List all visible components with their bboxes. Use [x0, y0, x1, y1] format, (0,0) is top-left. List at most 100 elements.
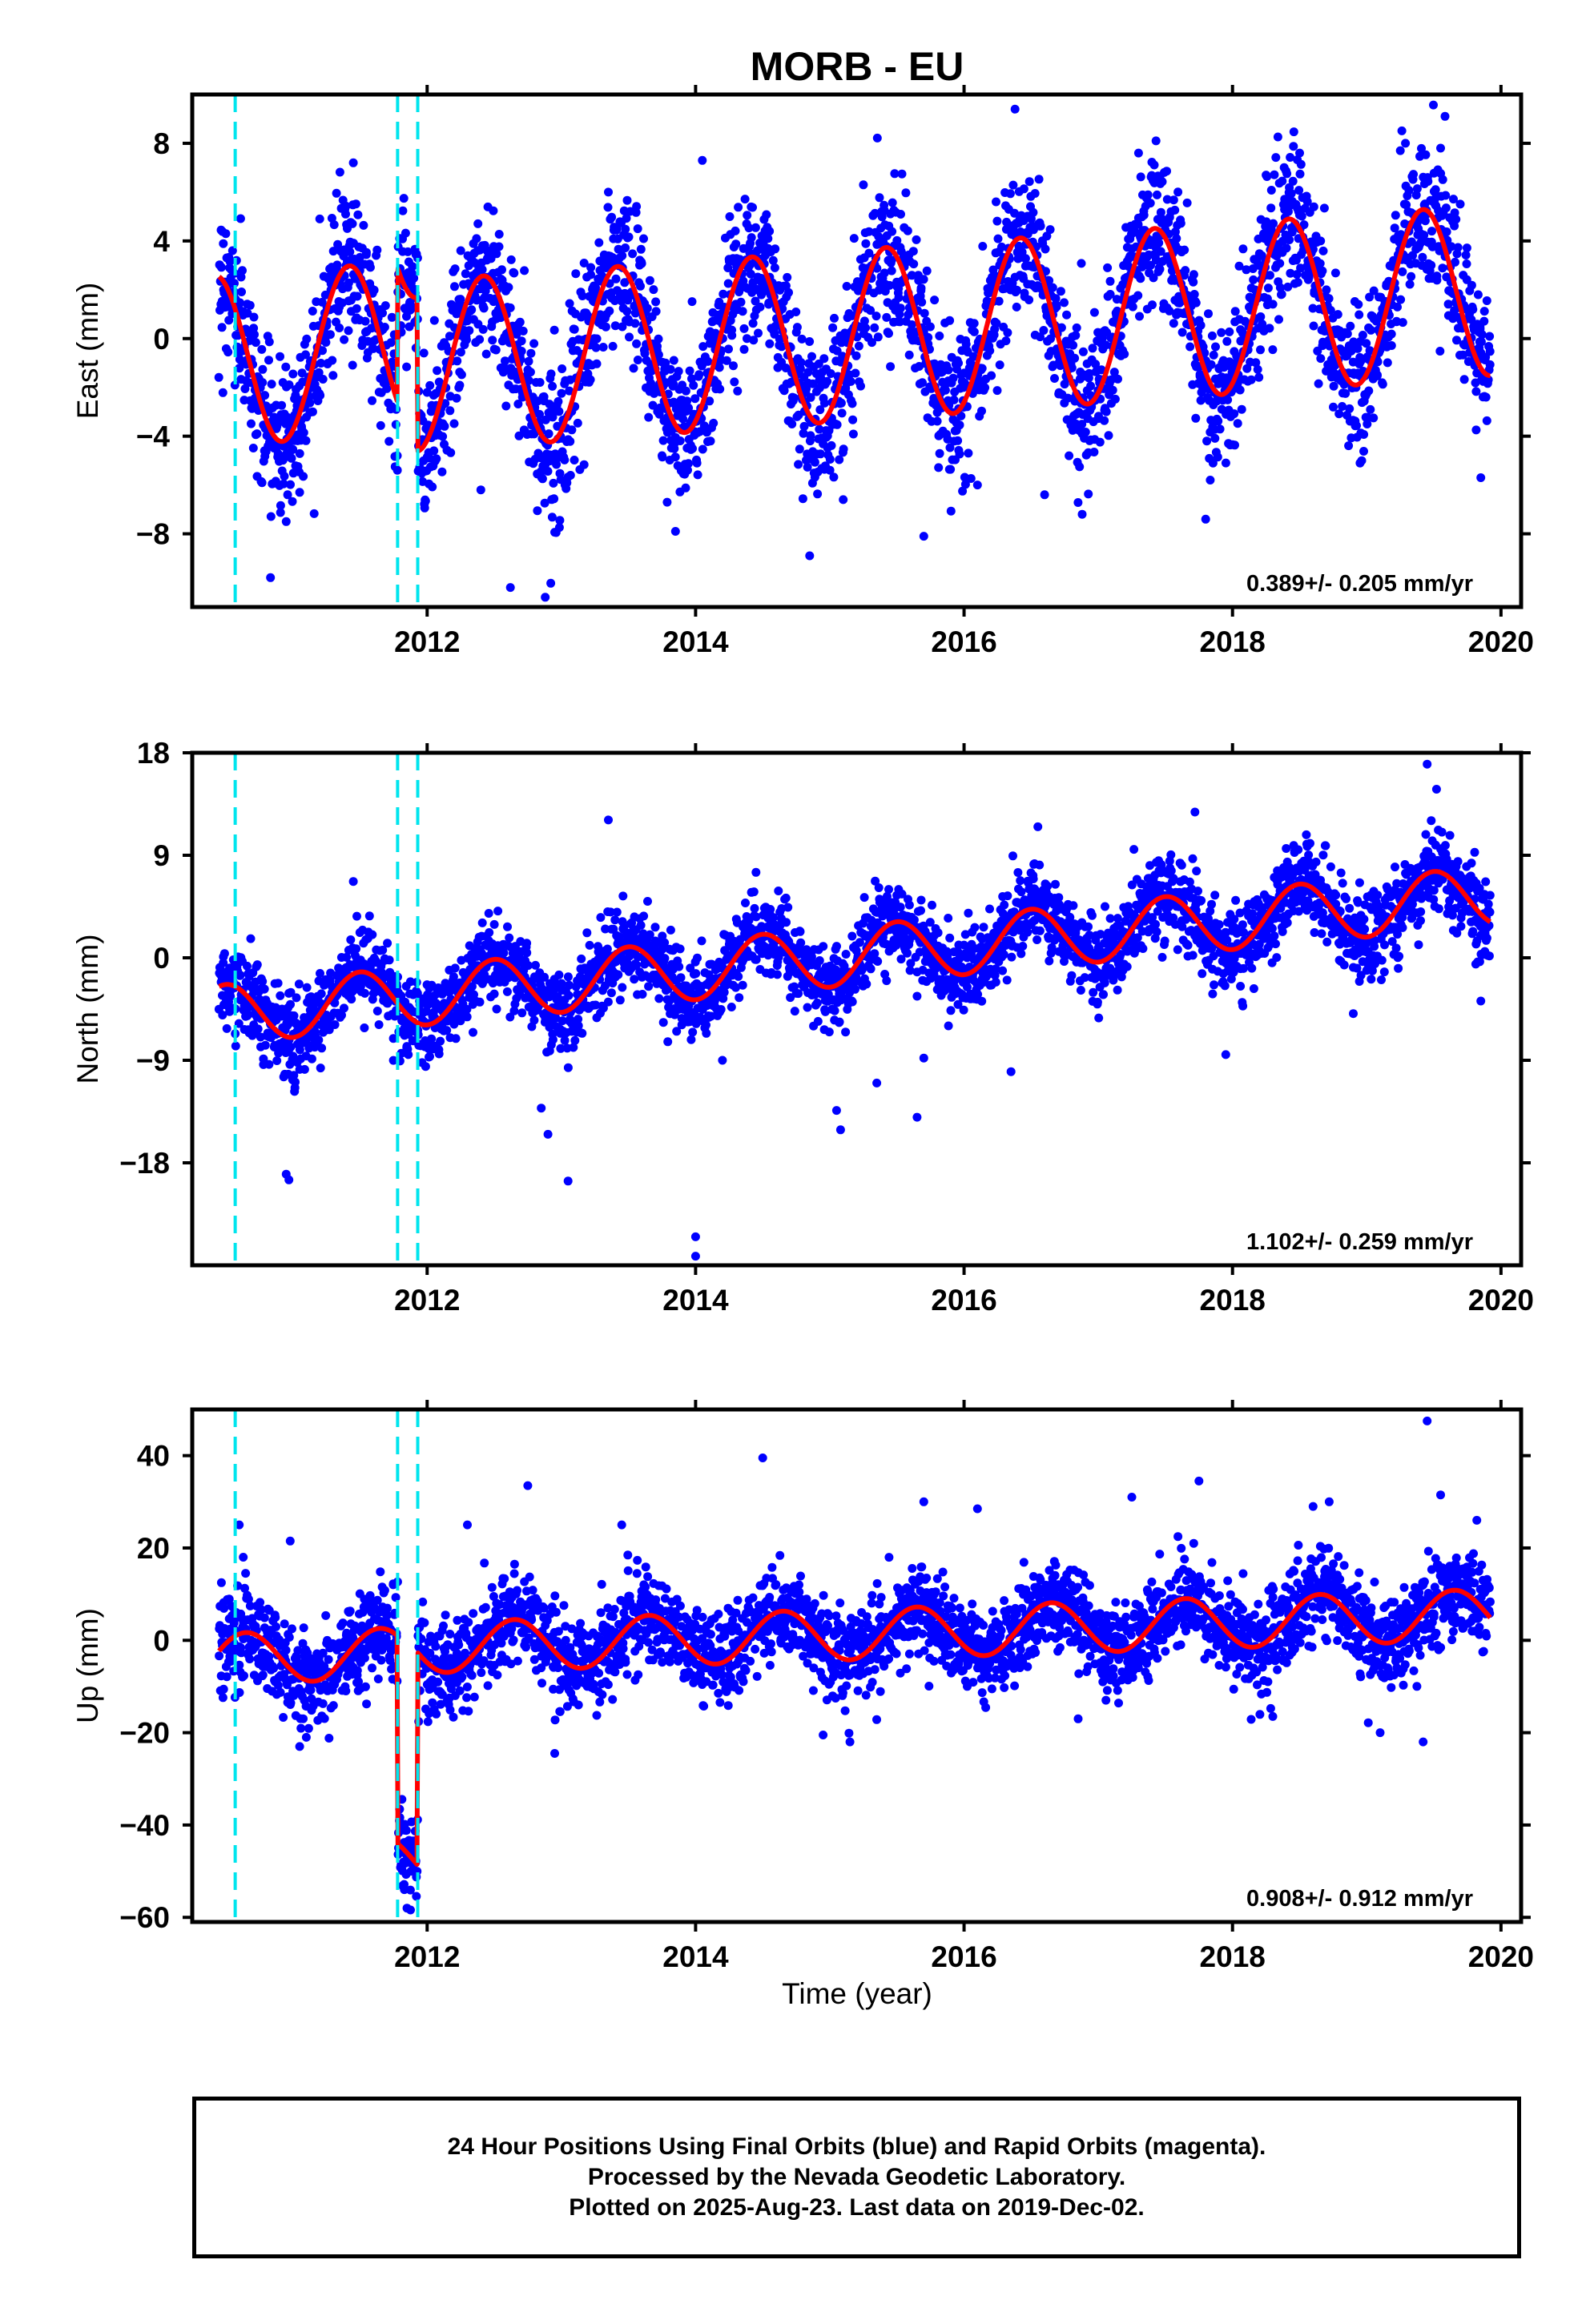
data-point: [1295, 169, 1305, 179]
data-point: [715, 384, 725, 394]
data-point: [662, 497, 672, 507]
data-point: [1289, 127, 1298, 137]
data-point: [308, 407, 317, 416]
data-point: [823, 376, 832, 386]
data-point: [1254, 372, 1264, 382]
data-point: [1263, 283, 1273, 293]
data-point: [832, 942, 841, 951]
data-point: [245, 300, 255, 310]
data-point: [892, 235, 902, 245]
data-point: [1442, 227, 1451, 236]
data-point: [1412, 184, 1422, 194]
data-point: [352, 292, 362, 301]
data-point: [790, 1007, 799, 1016]
data-point: [219, 949, 229, 959]
data-point: [489, 206, 498, 215]
data-point: [935, 448, 944, 458]
data-point: [755, 302, 765, 312]
data-point: [797, 334, 807, 344]
data-point: [1482, 296, 1491, 305]
data-point: [1345, 404, 1355, 413]
data-point: [781, 364, 791, 372]
data-point: [738, 980, 747, 990]
data-point: [1062, 310, 1072, 320]
data-point: [1088, 344, 1097, 353]
data-point: [1242, 265, 1251, 275]
data-point: [632, 202, 642, 211]
data-point: [601, 322, 610, 332]
data-point: [1367, 325, 1375, 335]
data-point: [1262, 294, 1272, 304]
data-point: [445, 332, 454, 341]
data-point: [610, 321, 620, 331]
data-point: [1073, 498, 1083, 507]
data-point: [428, 482, 437, 492]
data-point: [1485, 332, 1495, 341]
data-point: [517, 1008, 527, 1018]
data-point: [1333, 310, 1342, 320]
outlier-point: [1295, 148, 1304, 158]
data-point: [564, 991, 574, 1000]
data-point: [579, 259, 589, 267]
data-point: [882, 312, 892, 322]
data-point: [890, 169, 900, 179]
data-point: [716, 1005, 726, 1014]
data-point: [1417, 143, 1426, 153]
data-point: [452, 393, 461, 403]
data-point: [1204, 309, 1213, 319]
data-point: [494, 242, 504, 251]
data-point: [681, 483, 690, 493]
data-point: [630, 975, 639, 984]
data-point: [1249, 275, 1258, 284]
data-point: [295, 448, 304, 458]
data-point: [236, 272, 246, 282]
data-point: [614, 970, 623, 979]
data-point: [969, 319, 979, 328]
data-point: [735, 287, 744, 296]
data-point: [847, 311, 857, 320]
data-point: [376, 420, 385, 430]
data-point: [1467, 315, 1476, 324]
data-point: [1136, 274, 1145, 283]
data-point: [374, 1020, 384, 1029]
data-point: [1383, 358, 1392, 368]
data-point: [276, 508, 285, 517]
data-point: [1421, 150, 1431, 159]
data-point: [749, 887, 759, 897]
outlier-point: [281, 517, 291, 526]
data-point: [992, 386, 1002, 396]
data-point: [502, 987, 512, 996]
data-point: [805, 337, 815, 346]
data-point: [314, 368, 324, 377]
data-point: [794, 460, 803, 469]
data-point: [747, 233, 756, 243]
data-point: [1189, 290, 1199, 299]
data-point: [436, 1036, 445, 1046]
data-point: [864, 248, 874, 258]
data-point: [585, 940, 594, 950]
data-point: [945, 316, 955, 325]
data-point: [1097, 365, 1106, 375]
data-point: [481, 349, 491, 359]
data-point: [1354, 300, 1363, 309]
data-point: [1139, 211, 1149, 220]
data-point: [740, 195, 750, 204]
data-point: [548, 1035, 558, 1044]
data-point: [294, 979, 304, 989]
data-point: [235, 298, 245, 308]
data-point: [359, 220, 368, 230]
data-point: [1479, 316, 1489, 326]
data-point: [1136, 172, 1145, 182]
data-point: [651, 297, 661, 307]
data-point: [526, 348, 536, 358]
data-point: [518, 326, 528, 336]
data-point: [330, 1020, 340, 1029]
data-point: [361, 250, 371, 259]
data-point: [934, 463, 944, 472]
data-point: [735, 993, 744, 1003]
data-point: [953, 436, 963, 445]
data-point: [549, 478, 558, 488]
data-point: [1182, 198, 1192, 207]
data-point: [529, 339, 539, 348]
